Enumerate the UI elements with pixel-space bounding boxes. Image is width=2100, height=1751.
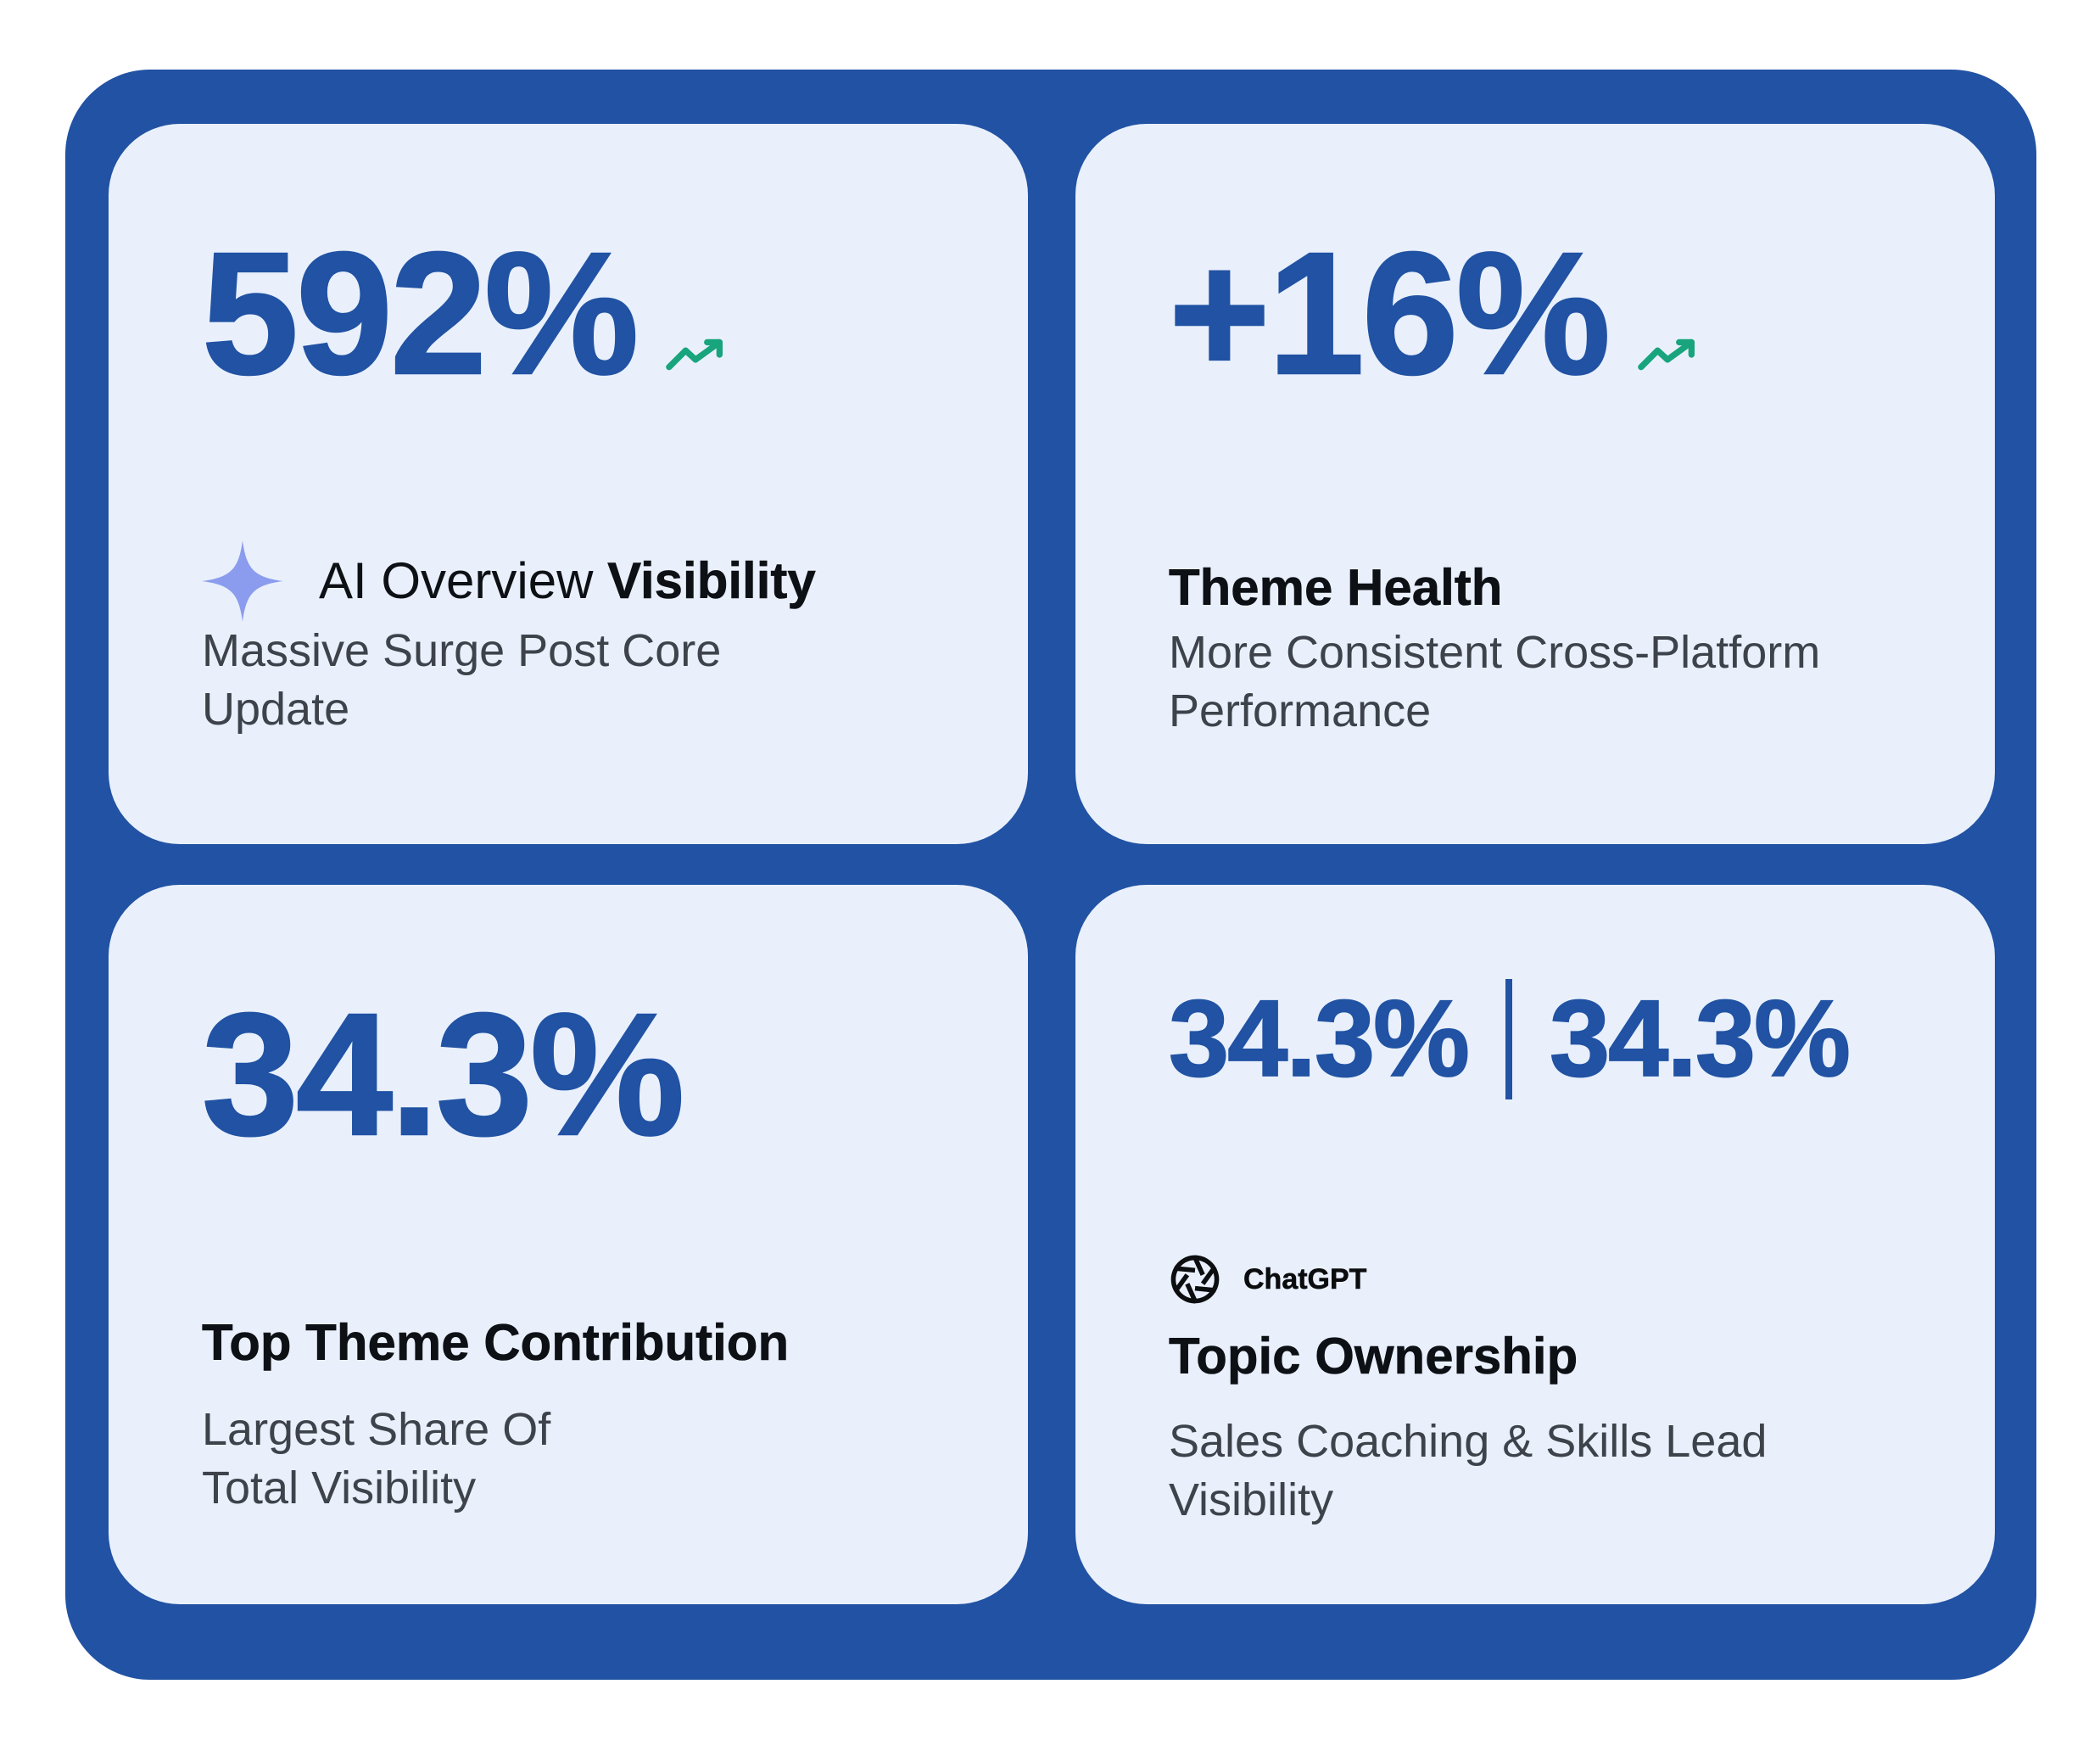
ai-overview-subtitle-line1: Massive Surge Post Core	[202, 625, 722, 676]
chatgpt-logo-icon	[1170, 1255, 1220, 1304]
sparkle-icon	[202, 540, 283, 622]
stats-frame: 592% AI Overview Visibility Massive Surg…	[65, 70, 2036, 1680]
topic-ownership-value-left: 34.3%	[1168, 978, 1471, 1099]
ai-overview-title-bold: Visibility	[607, 552, 816, 610]
top-theme-subtitle-line2: Total Visibility	[202, 1462, 477, 1513]
platform-label: ChatGPT	[1243, 1262, 1367, 1295]
theme-health-subtitle-line2: Performance	[1169, 685, 1432, 736]
ai-overview-value: 592%	[201, 216, 640, 411]
ai-overview-subtitle-line2: Update	[202, 683, 350, 735]
top-theme-value-row: 34.3%	[201, 977, 935, 1172]
trending-up-icon	[666, 338, 723, 371]
top-theme-title: Top Theme Contribution	[202, 1314, 790, 1372]
topic-ownership-title: Topic Ownership	[1169, 1328, 1578, 1385]
platform-row: ChatGPT	[1169, 1253, 1902, 1306]
ai-overview-subtitle: Massive Surge Post Core Update	[202, 622, 935, 738]
theme-health-value-row: +16%	[1168, 216, 1902, 411]
ai-overview-title-row: AI Overview Visibility	[202, 540, 935, 622]
theme-health-subtitle: More Consistent Cross-Platform Performan…	[1169, 624, 1902, 740]
card-theme-health: +16% Theme Health More Consistent Cross-…	[1075, 124, 1995, 844]
topic-ownership-subtitle: Sales Coaching & Skills Lead Visibility	[1169, 1413, 1902, 1529]
top-theme-subtitle-line1: Largest Share Of	[202, 1404, 551, 1455]
topic-ownership-subtitle-line1: Sales Coaching & Skills Lead	[1169, 1416, 1768, 1467]
topic-ownership-value-right: 34.3%	[1549, 978, 1851, 1099]
card-ai-overview-visibility: 592% AI Overview Visibility Massive Surg…	[109, 124, 1028, 844]
top-theme-value: 34.3%	[201, 977, 686, 1172]
theme-health-title: Theme Health	[1169, 559, 1503, 617]
card-top-theme-contribution: 34.3% Top Theme Contribution Largest Sha…	[109, 885, 1028, 1604]
trending-up-icon	[1638, 338, 1695, 371]
ai-overview-value-row: 592%	[201, 216, 935, 411]
card-topic-ownership: 34.3% 34.3% ChatGPT Topic Ownership Sale…	[1075, 885, 1995, 1604]
theme-health-subtitle-line1: More Consistent Cross-Platform	[1169, 627, 1821, 678]
topic-ownership-value-row: 34.3% 34.3%	[1168, 978, 1902, 1099]
ai-overview-title-regular: AI Overview	[319, 552, 608, 609]
top-theme-subtitle: Largest Share Of Total Visibility	[202, 1401, 935, 1517]
topic-ownership-subtitle-line2: Visibility	[1169, 1474, 1334, 1525]
value-divider	[1505, 979, 1512, 1099]
theme-health-value: +16%	[1168, 216, 1612, 411]
ai-overview-title: AI Overview Visibility	[319, 551, 816, 612]
